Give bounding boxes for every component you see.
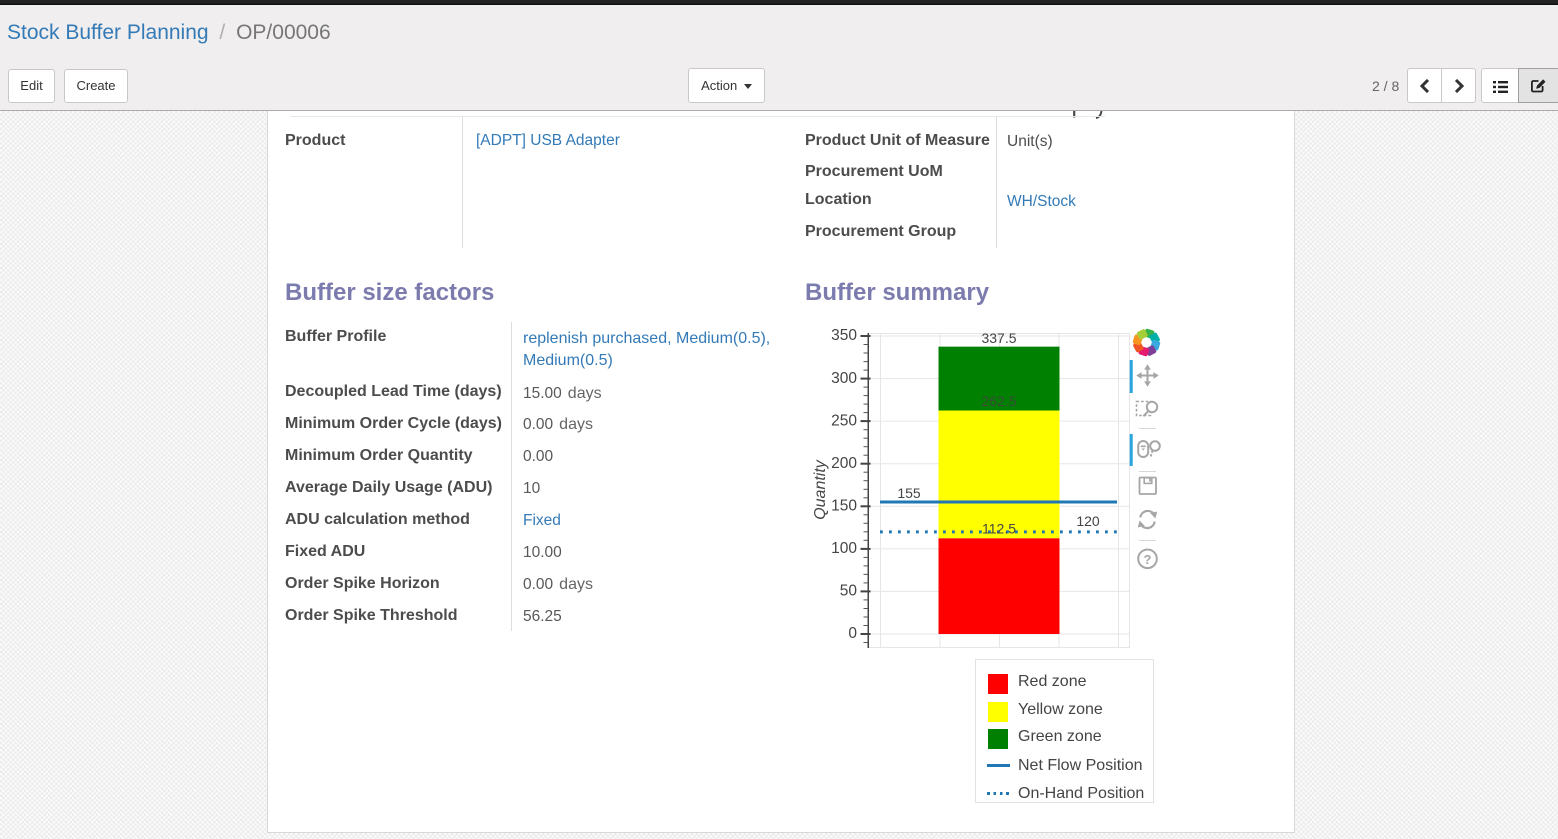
svg-text:200: 200: [831, 455, 857, 472]
svg-text:?: ?: [1144, 552, 1152, 567]
svg-text:112.5: 112.5: [982, 521, 1016, 537]
svg-text:250: 250: [831, 412, 857, 429]
svg-text:155: 155: [897, 485, 921, 501]
svg-text:0: 0: [848, 625, 857, 642]
svg-text:Quantity: Quantity: [812, 459, 829, 520]
svg-text:150: 150: [831, 498, 857, 515]
svg-text:100: 100: [831, 540, 857, 557]
svg-text:120: 120: [1076, 513, 1100, 529]
svg-text:300: 300: [831, 370, 857, 387]
svg-text:262.5: 262.5: [981, 393, 1016, 409]
svg-text:337.5: 337.5: [981, 330, 1016, 346]
svg-text:350: 350: [831, 327, 857, 344]
svg-text:50: 50: [840, 583, 858, 600]
